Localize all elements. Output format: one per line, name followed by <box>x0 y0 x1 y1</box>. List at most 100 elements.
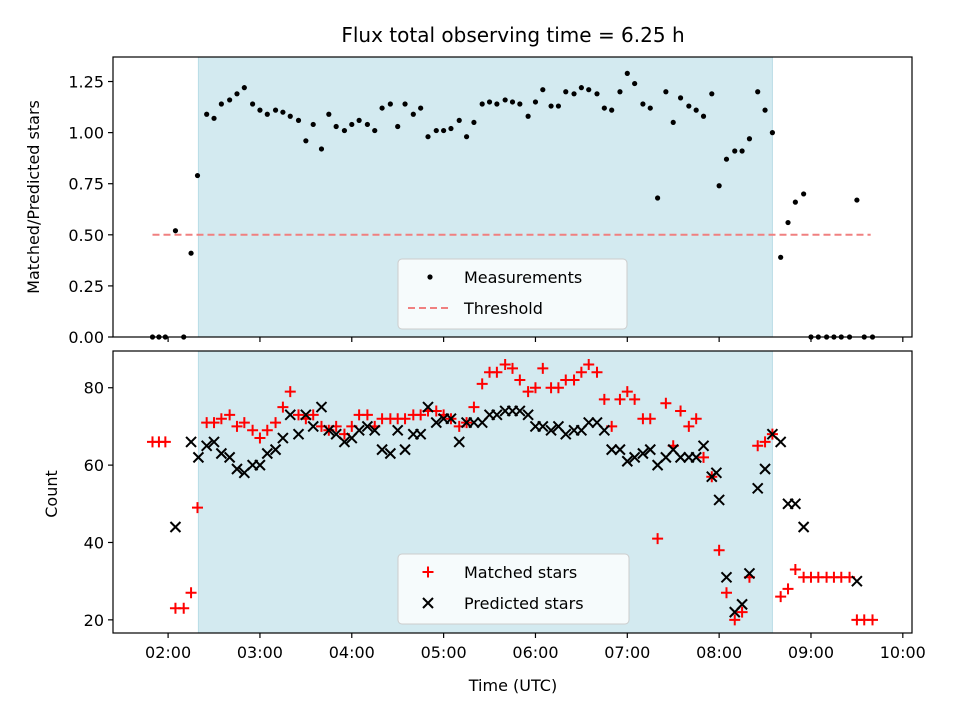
data-point <box>338 436 351 448</box>
y-tick-label: 1.00 <box>68 124 104 143</box>
data-point <box>491 366 503 378</box>
data-point <box>277 401 289 413</box>
data-point <box>323 424 335 437</box>
y-tick-label: 1.25 <box>68 73 104 92</box>
y-tick-label: 20 <box>84 611 104 630</box>
data-point <box>746 136 753 142</box>
data-point <box>644 413 656 425</box>
data-point <box>697 440 710 452</box>
data-point <box>231 420 243 432</box>
data-point <box>448 125 454 132</box>
data-point <box>315 401 328 413</box>
x-tick-label: 06:00 <box>512 643 558 662</box>
data-point <box>218 101 224 107</box>
legend-label: Measurements <box>464 268 582 287</box>
data-point <box>208 436 220 448</box>
data-point <box>677 95 684 101</box>
data-point <box>491 409 503 421</box>
data-point <box>387 101 393 107</box>
data-point <box>468 416 480 429</box>
data-point <box>759 436 771 448</box>
data-point <box>867 614 879 626</box>
data-point <box>172 228 179 234</box>
data-point <box>752 440 764 452</box>
data-point <box>762 107 768 113</box>
data-point <box>755 89 761 95</box>
series-measurements <box>149 70 876 340</box>
data-point <box>609 107 615 113</box>
data-point <box>782 583 794 595</box>
data-point <box>540 87 546 93</box>
data-point <box>632 80 638 87</box>
data-point <box>594 91 600 97</box>
data-point <box>379 105 385 111</box>
data-point <box>529 382 541 394</box>
data-point <box>690 451 702 464</box>
data-point <box>591 366 603 378</box>
data-point <box>628 451 641 464</box>
axes-frame <box>112 350 913 634</box>
data-point <box>468 401 480 413</box>
data-point <box>200 440 213 452</box>
data-point <box>723 156 730 162</box>
data-point <box>698 451 710 463</box>
top-y-axis-label: Matched/Predicted stars <box>24 100 43 294</box>
data-point <box>655 195 661 201</box>
data-point <box>430 416 442 429</box>
data-point <box>224 409 236 421</box>
data-point <box>463 134 470 140</box>
data-point <box>287 113 293 119</box>
data-point <box>284 386 296 398</box>
data-point <box>736 598 748 611</box>
legend-marker-predicted <box>422 597 434 609</box>
data-point <box>785 219 791 226</box>
data-point <box>204 111 210 117</box>
legend-label: Threshold <box>463 299 543 318</box>
data-point <box>310 121 316 128</box>
data-point <box>293 409 305 421</box>
data-point <box>621 455 634 467</box>
data-point <box>499 359 511 371</box>
data-point <box>191 502 203 514</box>
data-point <box>269 443 282 456</box>
data-point <box>686 103 692 109</box>
legend: Matched stars Predicted stars <box>397 553 630 625</box>
data-point <box>185 587 197 599</box>
data-point <box>568 374 580 386</box>
y-tick-label: 0.25 <box>68 277 104 296</box>
data-point <box>399 443 411 456</box>
data-point <box>261 447 273 460</box>
data-point <box>215 413 227 425</box>
data-point <box>693 107 699 113</box>
data-point <box>231 463 243 475</box>
data-point <box>644 443 656 456</box>
data-point <box>507 362 518 374</box>
bottom-plot-panel: 20 40 60 80 02:00 03:00 04:00 05:00 06:00 07:00 08… <box>84 350 926 662</box>
legend-label: Predicted stars <box>464 594 584 613</box>
data-point <box>674 451 687 464</box>
y-tick-label: 0.00 <box>68 328 104 347</box>
data-point <box>713 494 725 506</box>
x-tick-label: 07:00 <box>604 643 650 662</box>
data-point <box>851 575 863 587</box>
data-point <box>300 409 312 421</box>
data-point <box>548 103 554 109</box>
x-axis-label: Time (UTC) <box>468 676 557 695</box>
data-point <box>690 413 702 425</box>
data-point <box>318 146 325 152</box>
data-point <box>261 424 273 436</box>
data-point <box>663 89 669 95</box>
data-point <box>471 119 477 126</box>
data-point <box>391 424 404 437</box>
data-point <box>414 428 427 440</box>
data-point <box>361 420 374 433</box>
data-point <box>372 127 378 134</box>
data-point <box>797 521 810 533</box>
legend: Measurements Threshold <box>397 258 628 330</box>
data-point <box>752 482 764 495</box>
data-point <box>307 409 319 421</box>
data-point <box>178 602 190 614</box>
data-point <box>617 89 623 95</box>
x-tick-label: 10:00 <box>880 643 926 662</box>
top-plot-panel: 0.00 0.25 0.50 0.75 1.00 1.25 Measurements Thre… <box>68 56 913 347</box>
